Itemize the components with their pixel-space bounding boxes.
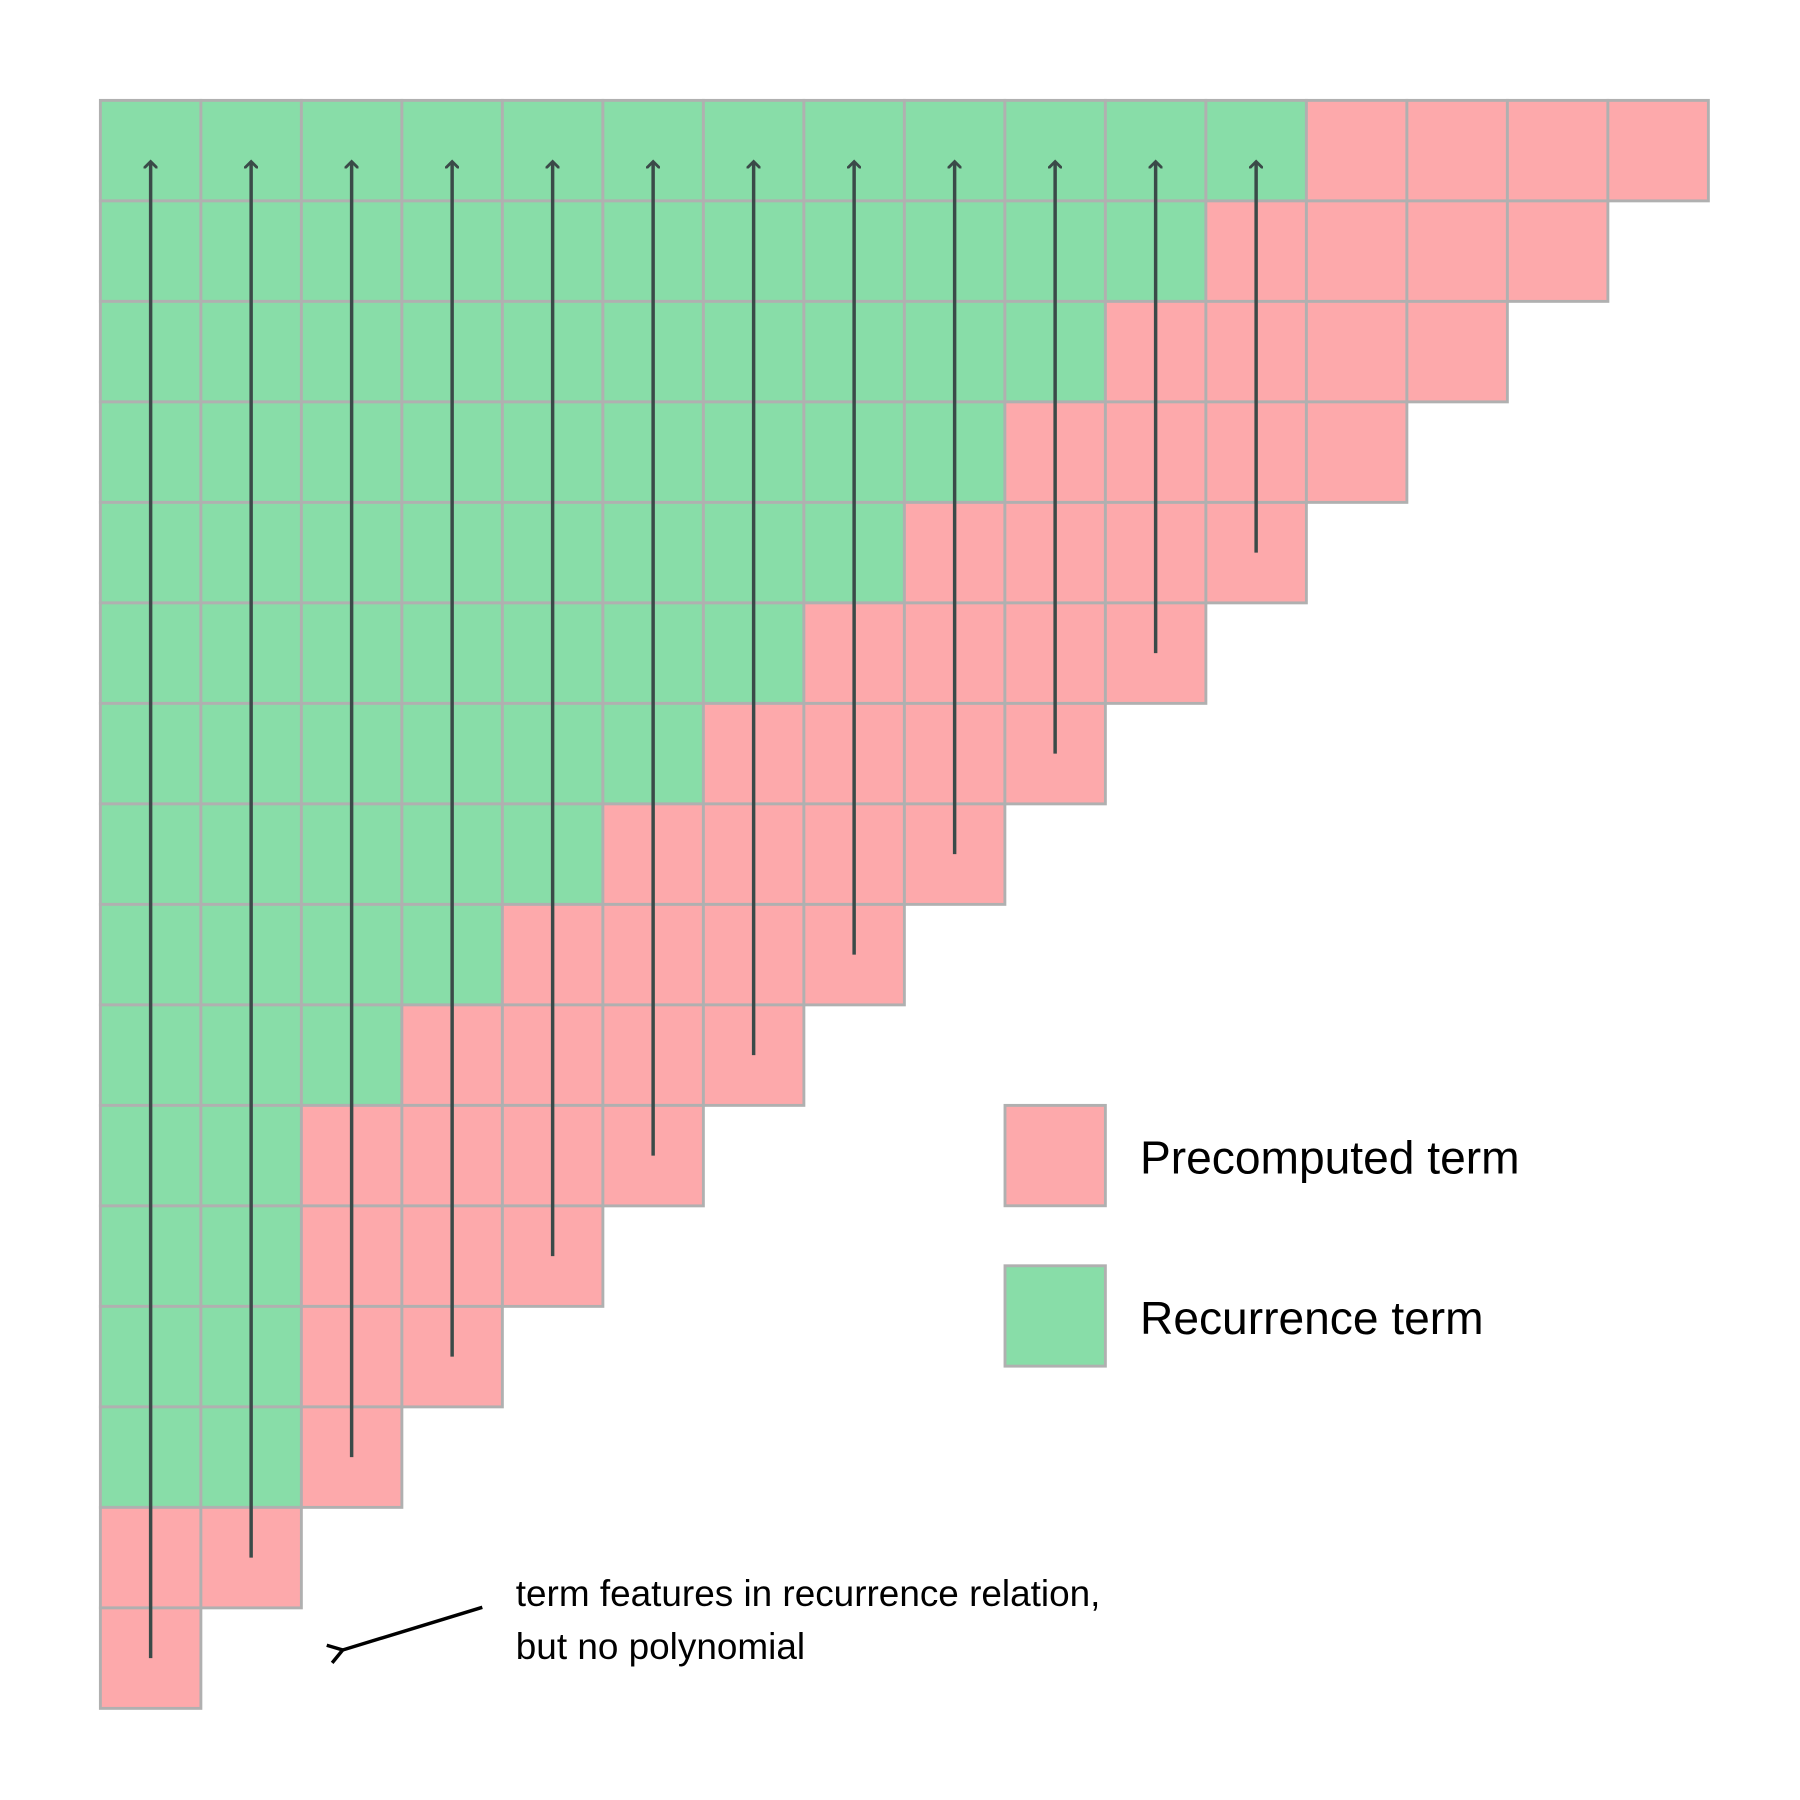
recurrence-arrows bbox=[151, 162, 1257, 1659]
annotation-arrow bbox=[343, 1605, 483, 1650]
legend-recurrence-label: Recurrence term bbox=[1140, 1292, 1484, 1344]
cell-precomputed bbox=[1405, 199, 1509, 303]
legend-precomputed-label: Precomputed term bbox=[1140, 1131, 1520, 1183]
legend: Precomputed term Recurrence term bbox=[1003, 1103, 1520, 1368]
cell-precomputed bbox=[1405, 98, 1509, 203]
cell-precomputed bbox=[1505, 199, 1610, 303]
cell-precomputed bbox=[1304, 98, 1409, 203]
cell-precomputed bbox=[1405, 299, 1509, 404]
legend-recurrence-swatch bbox=[1003, 1264, 1107, 1368]
cell-precomputed bbox=[1505, 98, 1610, 203]
annotation-line-1: term features in recurrence relation, bbox=[516, 1573, 1101, 1614]
annotation: term features in recurrence relation, bu… bbox=[343, 1573, 1101, 1667]
cell-precomputed bbox=[1304, 199, 1409, 303]
cell-precomputed bbox=[1606, 98, 1710, 203]
annotation-line-2: but no polynomial bbox=[516, 1626, 805, 1667]
legend-precomputed-swatch bbox=[1003, 1103, 1107, 1208]
cell-precomputed bbox=[1304, 400, 1409, 504]
cell-precomputed bbox=[1304, 299, 1409, 404]
term-grid bbox=[98, 98, 1710, 1710]
